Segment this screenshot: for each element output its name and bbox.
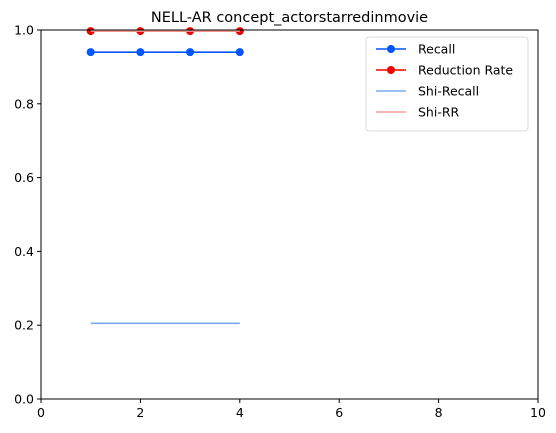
legend: Recall Reduction Rate Shi-Recall Shi-RR (365, 36, 529, 132)
recall-point (235, 48, 244, 57)
axes-layer: 0 2 4 6 8 10 0.0 0.2 0.4 0.6 0.8 1.0 (14, 23, 546, 421)
legend-label-shi-recall: Shi-Recall (418, 84, 479, 99)
y-tick-label: 0.0 (14, 392, 34, 407)
y-tick-label: 0.6 (14, 170, 34, 185)
x-tick-label: 0 (37, 405, 45, 420)
legend-label-shi-rr: Shi-RR (418, 105, 460, 120)
series-layer (86, 27, 244, 325)
x-tick-label: 4 (236, 405, 244, 420)
y-tick-label: 0.4 (14, 244, 34, 259)
recall-series (86, 48, 244, 57)
x-tick-label: 8 (435, 405, 443, 420)
x-tick-label: 10 (530, 405, 546, 420)
y-tick-label: 1.0 (14, 23, 34, 38)
y-tick-label: 0.2 (14, 318, 34, 333)
recall-point (186, 48, 195, 57)
x-tick-label: 2 (136, 405, 144, 420)
legend-marker-reduction-rate (387, 66, 395, 74)
recall-point (136, 48, 145, 57)
chart-title: NELL-AR concept_actorstarredinmovie (151, 10, 428, 26)
y-tick-label: 0.8 (14, 96, 34, 111)
x-tick-label: 6 (335, 405, 343, 420)
legend-label-reduction-rate: Reduction Rate (418, 63, 513, 78)
legend-label-recall: Recall (418, 42, 455, 57)
legend-box (365, 36, 529, 132)
recall-point (86, 48, 95, 57)
plot-frame (40, 29, 539, 400)
legend-marker-recall (387, 45, 395, 53)
